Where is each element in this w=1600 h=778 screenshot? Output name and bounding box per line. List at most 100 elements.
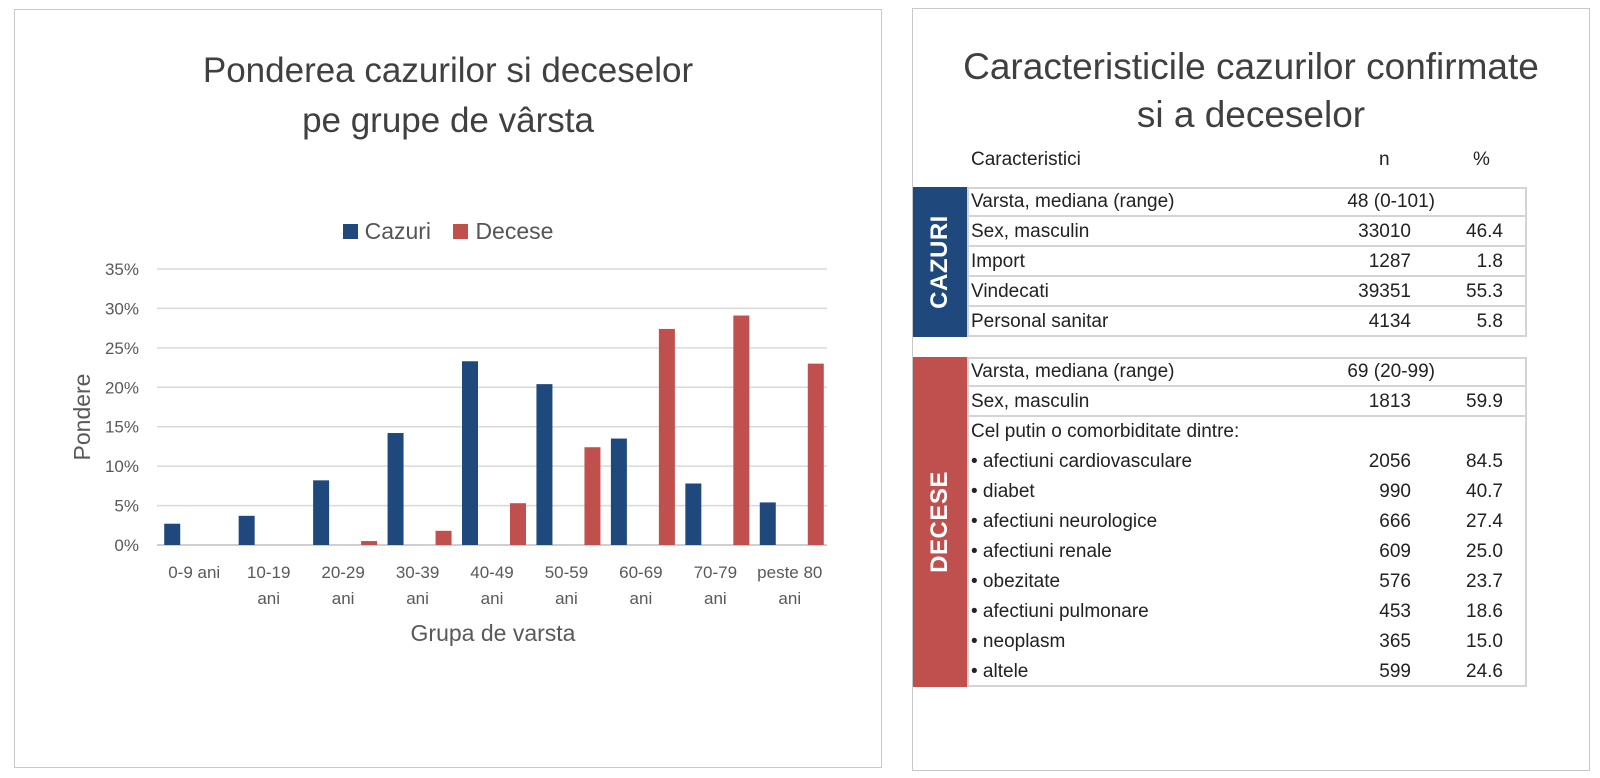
row-label: Varsta, mediana (range) [971,191,1175,212]
legend-swatch-decese [453,224,469,239]
row-percent-value: 27.4 [1466,511,1503,532]
legend-item-decese: Decese [453,218,553,245]
table-title-line-1: Caracteristicile cazurilor confirmate [963,46,1539,87]
row-n-value: 39351 [1358,281,1411,302]
row-percent-value: 55.3 [1466,281,1503,302]
row-label: • obezitate [971,571,1061,592]
row-percent-value: 18.6 [1466,601,1503,622]
section-label-decese: DECESE [926,471,953,573]
y-tick-label: 30% [105,299,139,318]
y-tick-label: 15% [105,418,139,437]
row-label: • neoplasm [971,631,1066,652]
row-n-value: 365 [1379,631,1411,652]
bar-cazuri-5 [536,384,553,545]
header-caracteristici: Caracteristici [971,149,1081,170]
row-label: Varsta, mediana (range) [971,361,1175,382]
x-tick-label: ani [406,589,429,608]
row-label: Personal sanitar [971,311,1109,332]
x-tick-label: 50-59 [545,563,588,582]
row-percent-value: 1.8 [1476,251,1503,272]
row-n-value: 2056 [1368,451,1411,472]
row-n-value: 69 (20-99) [1347,361,1435,382]
x-axis-title: Grupa de varsta [411,620,576,646]
bar-cazuri-6 [610,438,627,545]
bar-cazuri-1 [238,515,255,545]
x-tick-label: 70-79 [694,563,737,582]
row-percent-value: 59.9 [1466,391,1503,412]
table-row: Sex, masculin 33010 46.4 [967,217,1527,247]
x-tick-label: ani [630,589,653,608]
table-row: Import 1287 1.8 [967,247,1527,277]
x-tick-label: ani [481,589,504,608]
row-percent-value: 25.0 [1466,541,1503,562]
row-n-value: 48 (0-101) [1347,191,1435,212]
x-tick-label: 20-29 [321,563,364,582]
row-label: • diabet [971,481,1035,502]
bar-decese-7 [733,315,750,545]
header-percent: % [1473,149,1490,170]
y-tick-label: 0% [114,536,139,555]
table-row: • afectiuni pulmonare 453 18.6 [967,597,1527,627]
decese-table-box [967,357,1527,687]
x-tick-label: ani [257,589,280,608]
x-tick-label: ani [555,589,578,608]
row-n-value: 1813 [1368,391,1411,412]
table-row: Cel putin o comorbiditate dintre: [967,417,1527,447]
table-row: • obezitate 576 23.7 [967,567,1527,597]
section-band-decese: DECESE [913,357,967,687]
chart-title-line-2: pe grupe de vârsta [302,101,594,140]
table-row: Sex, masculin 1813 59.9 [967,387,1527,417]
x-tick-label: 0-9 ani [168,563,220,582]
y-tick-label: 25% [105,339,139,358]
legend-swatch-cazuri [342,224,358,239]
y-tick-label: 35% [105,260,139,279]
legend-label-cazuri: Cazuri [364,218,432,244]
table-row: • diabet 990 40.7 [967,477,1527,507]
row-n-value: 453 [1379,601,1411,622]
x-tick-label: peste 80 [757,563,822,582]
bar-cazuri-8 [759,502,776,545]
x-tick-label: ani [332,589,355,608]
bar-decese-4 [510,503,526,545]
x-tick-label: 30-39 [396,563,439,582]
row-percent-value: 40.7 [1466,481,1503,502]
x-tick-label: 10-19 [247,563,290,582]
bar-cazuri-4 [462,361,478,545]
y-tick-label: 10% [105,457,139,476]
row-label: Sex, masculin [971,391,1090,412]
row-n-value: 576 [1379,571,1411,592]
row-n-value: 33010 [1358,221,1411,242]
y-tick-label: 5% [114,497,139,516]
y-tick-label: 20% [105,378,139,397]
bar-cazuri-7 [685,483,702,545]
section-label-cazuri: CAZURI [926,215,953,309]
bar-decese-6 [658,328,675,545]
section-band-cazuri: CAZURI [913,187,967,337]
row-label: • afectiuni renale [971,541,1112,562]
table-row: Varsta, mediana (range) 69 (20-99) [967,357,1527,387]
row-percent-value: 15.0 [1466,631,1503,652]
chart-title-line-1: Ponderea cazurilor si deceselor [202,51,694,90]
row-label: Sex, masculin [971,221,1090,242]
row-label: • altele [971,661,1029,682]
x-tick-label: ani [778,589,801,608]
bar-cazuri-2 [313,480,330,545]
table-panel: Caracteristicile cazurilor confirmate si… [912,8,1590,771]
bar-cazuri-0 [164,523,181,545]
table-row: Personal sanitar 4134 5.8 [967,307,1527,337]
bar-cazuri-3 [387,433,404,545]
row-n-value: 4134 [1368,311,1411,332]
bar-decese-5 [584,447,601,545]
row-percent-value: 24.6 [1466,661,1503,682]
y-axis-title: Pondere [69,374,95,461]
table-row: • afectiuni cardiovasculare 2056 84.5 [967,447,1527,477]
legend-label-decese: Decese [475,218,554,244]
table-row: Varsta, mediana (range) 48 (0-101) [967,187,1527,217]
bar-chart: 0% 5% 10% 15% 20% 25% 30% 35% 0-9 ani 10-19 ani 20-… [69,260,827,646]
row-n-value: 666 [1379,511,1411,532]
row-label: • afectiuni cardiovasculare [971,451,1193,472]
row-percent-value: 23.7 [1466,571,1503,592]
bar-decese-8 [807,363,824,545]
row-n-value: 599 [1379,661,1411,682]
row-label: Vindecati [971,281,1049,302]
